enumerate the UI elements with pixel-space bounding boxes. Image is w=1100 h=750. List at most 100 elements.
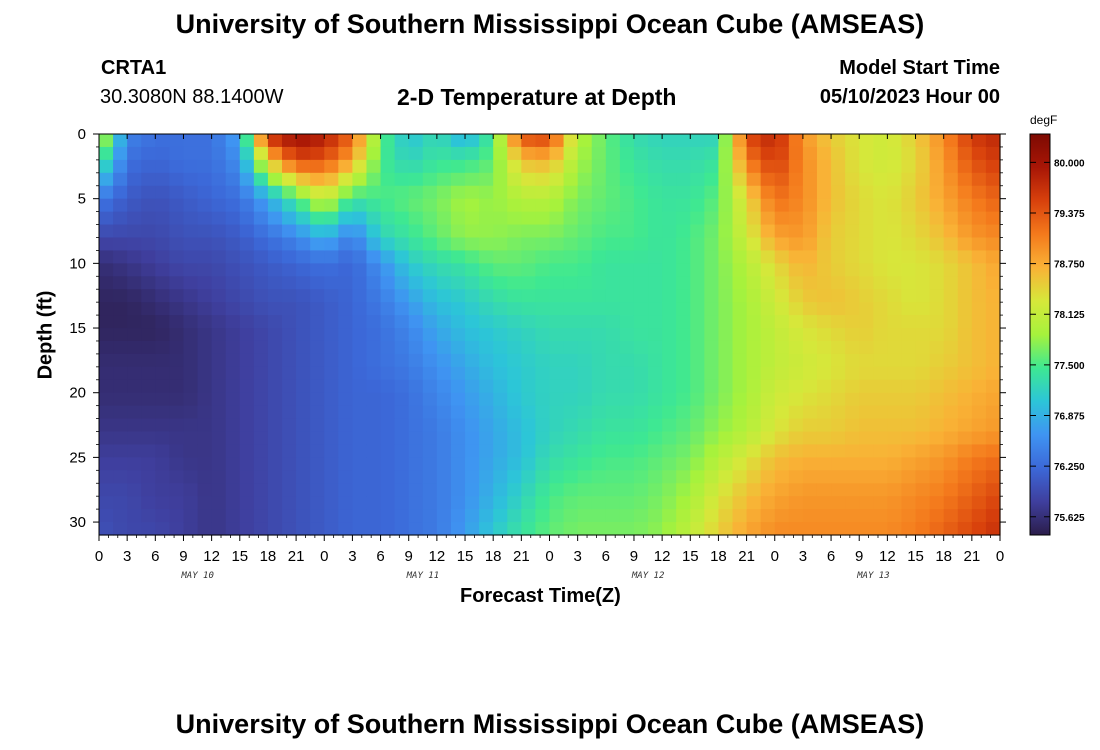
heatmap-cell	[535, 289, 551, 303]
heatmap-cell	[408, 483, 424, 497]
heatmap-cell	[296, 276, 311, 290]
heatmap-cell	[282, 431, 297, 446]
heatmap-cell	[619, 224, 635, 239]
heatmap-cell	[549, 392, 565, 407]
heatmap-cell	[690, 146, 705, 161]
heatmap-cell	[141, 418, 156, 433]
heatmap-cell	[394, 146, 410, 161]
heatmap-cell	[380, 146, 396, 161]
heatmap-cell	[648, 470, 663, 484]
heatmap-cell	[394, 509, 410, 523]
heatmap-cell	[648, 379, 663, 394]
heatmap-cell	[774, 263, 790, 277]
heatmap-cell	[816, 250, 832, 264]
heatmap-cell	[352, 405, 368, 420]
heatmap-cell	[380, 263, 396, 277]
heatmap-cell	[324, 237, 339, 252]
heatmap-cell	[563, 405, 579, 420]
heatmap-cell	[563, 237, 579, 252]
heatmap-cell	[915, 172, 931, 187]
heatmap-cell	[943, 444, 959, 458]
heatmap-cell	[605, 444, 621, 458]
heatmap-cell	[859, 405, 874, 420]
heatmap-cell	[746, 172, 762, 187]
heatmap-cell	[239, 483, 255, 497]
heatmap-cell	[535, 470, 551, 484]
heatmap-cell	[211, 315, 227, 329]
heatmap-cell	[380, 289, 396, 303]
heatmap-cell	[746, 509, 762, 523]
heatmap-cell	[296, 509, 311, 523]
x-day-label: MAY 10	[180, 571, 214, 581]
heatmap-cell	[394, 250, 410, 264]
heatmap-cell	[943, 250, 959, 264]
heatmap-cell	[99, 470, 114, 484]
heatmap-cell	[535, 392, 551, 407]
heatmap-cell	[141, 237, 156, 252]
heatmap-cell	[197, 172, 213, 187]
heatmap-cell	[324, 405, 339, 420]
heatmap-cell	[521, 263, 537, 277]
heatmap-cell	[746, 185, 762, 200]
heatmap-cell	[422, 483, 438, 497]
heatmap-cell	[127, 237, 142, 252]
heatmap-cell	[901, 237, 917, 252]
heatmap-cell	[788, 392, 804, 407]
heatmap-cell	[366, 263, 382, 277]
heatmap-cell	[282, 392, 297, 407]
x-tick-label: 9	[855, 548, 863, 565]
heatmap-cell	[887, 509, 903, 523]
heatmap-cell	[704, 522, 720, 536]
heatmap-cell	[549, 353, 565, 368]
heatmap-cell	[310, 405, 325, 420]
heatmap-cell	[662, 250, 677, 264]
heatmap-cell	[338, 509, 354, 523]
heatmap-cell	[225, 198, 241, 213]
heatmap-cell	[662, 263, 677, 277]
heatmap-cell	[774, 418, 790, 433]
heatmap-cell	[774, 366, 790, 381]
heatmap-cell	[605, 172, 621, 187]
heatmap-cell	[676, 392, 691, 407]
heatmap-cell	[591, 328, 607, 342]
heatmap-cell	[267, 392, 283, 407]
heatmap-cell	[718, 134, 734, 148]
heatmap-cell	[141, 379, 156, 394]
heatmap-cell	[225, 289, 241, 303]
x-tick-label: 9	[405, 548, 413, 565]
heatmap-cell	[802, 237, 818, 252]
heatmap-cell	[718, 392, 734, 407]
colorbar-tick-label: 76.250	[1054, 462, 1085, 473]
heatmap-cell	[465, 263, 480, 277]
heatmap-cell	[239, 146, 255, 161]
heatmap-cell	[211, 302, 227, 316]
heatmap-cell	[535, 328, 551, 342]
heatmap-cell	[662, 496, 677, 510]
heatmap-cell	[436, 470, 452, 484]
heatmap-cell	[507, 172, 522, 187]
heatmap-cell	[732, 470, 748, 484]
heatmap-cell	[943, 224, 959, 239]
heatmap-cell	[831, 470, 846, 484]
heatmap-cell	[985, 353, 1001, 368]
x-tick-label: 6	[376, 548, 384, 565]
heatmap-cell	[605, 496, 621, 510]
heatmap-cell	[465, 353, 480, 368]
heatmap-cell	[239, 276, 255, 290]
heatmap-cell	[788, 198, 804, 213]
heatmap-cell	[408, 328, 424, 342]
heatmap-cell	[253, 289, 269, 303]
heatmap-cell	[788, 340, 804, 355]
heatmap-cell	[155, 276, 170, 290]
heatmap-cell	[690, 340, 705, 355]
heatmap-cell	[788, 146, 804, 161]
heatmap-cell	[831, 172, 846, 187]
heatmap-cell	[704, 340, 720, 355]
heatmap-cell	[338, 366, 354, 381]
heatmap-cell	[985, 340, 1001, 355]
heatmap-cell	[310, 276, 325, 290]
heatmap-cell	[831, 211, 846, 226]
heatmap-cell	[732, 302, 748, 316]
heatmap-cell	[887, 250, 903, 264]
heatmap-cell	[605, 134, 621, 148]
